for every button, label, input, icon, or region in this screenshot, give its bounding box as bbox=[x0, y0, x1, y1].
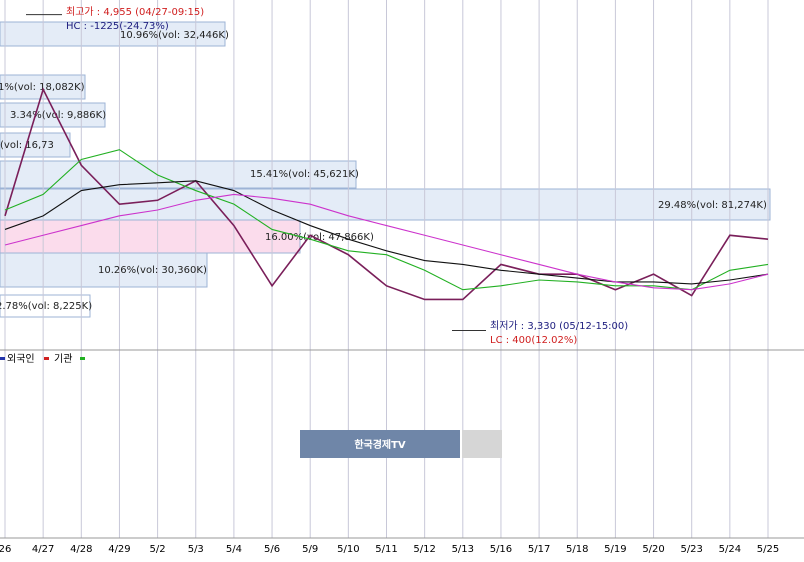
x-tick-label: 5/16 bbox=[490, 544, 512, 555]
volume-label: 1%(vol: 18,082K) bbox=[0, 82, 85, 93]
high-note: HC : -1225(-24.73%) bbox=[66, 21, 169, 32]
x-tick-label: 4/27 bbox=[32, 544, 54, 555]
volume-box bbox=[0, 252, 208, 288]
volume-box bbox=[0, 188, 771, 221]
x-tick-label: 5/20 bbox=[642, 544, 664, 555]
watermark: 한국경제TV bbox=[354, 438, 406, 451]
x-tick-label: 5/23 bbox=[680, 544, 702, 555]
x-tick-label: 5/18 bbox=[566, 544, 588, 555]
price-line bbox=[4, 87, 769, 301]
watermark-bg bbox=[300, 430, 460, 458]
x-tick-label: 5/25 bbox=[757, 544, 779, 555]
moving-average bbox=[4, 193, 769, 291]
volume-label: 3.34%(vol: 9,886K) bbox=[10, 110, 106, 121]
volume-label: 15.41%(vol: 45,621K) bbox=[250, 169, 359, 180]
low-label: 최저가 : 3,330 (05/12-15:00) bbox=[490, 320, 628, 332]
x-tick-label: 5/11 bbox=[375, 544, 397, 555]
x-tick-label: 4/29 bbox=[108, 544, 130, 555]
volume-label: 29.48%(vol: 81,274K) bbox=[658, 200, 767, 211]
volume-label: 16.00%(vol: 47,866K) bbox=[265, 232, 374, 243]
legend-text: 외국인 bbox=[7, 353, 35, 365]
x-tick-label: 26 bbox=[0, 544, 11, 555]
legend-swatch bbox=[44, 357, 49, 360]
x-tick-label: 5/24 bbox=[719, 544, 741, 555]
high-label: 최고가 : 4,955 (04/27-09:15) bbox=[66, 6, 204, 18]
x-tick-label: 5/4 bbox=[226, 544, 242, 555]
volume-box bbox=[0, 132, 71, 158]
x-tick-label: 5/12 bbox=[413, 544, 435, 555]
legend-swatch bbox=[0, 357, 5, 360]
x-tick-label: 5/13 bbox=[452, 544, 474, 555]
x-tick-label: 5/9 bbox=[302, 544, 318, 555]
x-tick-label: 5/6 bbox=[264, 544, 280, 555]
volume-label: 10.26%(vol: 30,360K) bbox=[98, 265, 207, 276]
volume-box bbox=[0, 294, 91, 318]
x-tick-label: 5/2 bbox=[150, 544, 166, 555]
x-tick-label: 5/3 bbox=[188, 544, 204, 555]
legend-swatch bbox=[80, 357, 85, 360]
x-tick-label: 4/28 bbox=[70, 544, 92, 555]
volume-box bbox=[0, 74, 86, 100]
x-tick-label: 5/10 bbox=[337, 544, 359, 555]
volume-label: 10.96%(vol: 32,446K) bbox=[120, 30, 229, 41]
volume-box bbox=[0, 21, 226, 47]
volume-label: 2.78%(vol: 8,225K) bbox=[0, 301, 92, 312]
watermark-bar bbox=[462, 430, 502, 458]
volume-box bbox=[0, 219, 301, 254]
x-tick-label: 5/17 bbox=[528, 544, 550, 555]
moving-average bbox=[4, 180, 769, 285]
low-note: LC : 400(12.02%) bbox=[490, 335, 577, 346]
legend-text: 기관 bbox=[54, 353, 72, 365]
x-tick-label: 5/19 bbox=[604, 544, 626, 555]
